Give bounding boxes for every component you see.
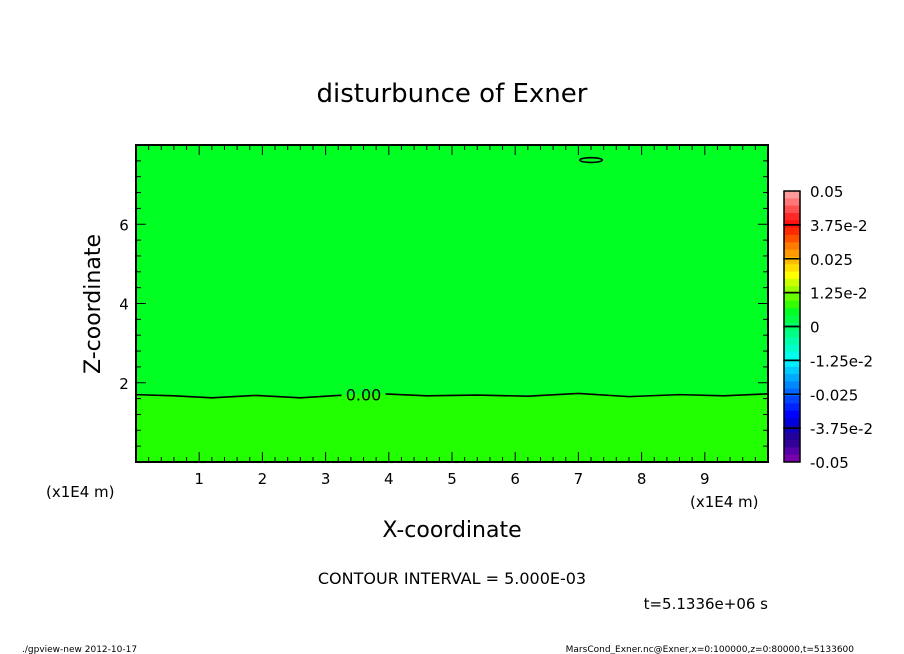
colorbar-band (784, 191, 800, 199)
colorbar: 0.05 3.75e-2 0.025 1.25e-2 0 -1.25e-2 -0.025 -3… (783, 183, 873, 472)
colorbar-box (783, 427, 801, 463)
colorbar-band (784, 374, 800, 382)
colorbar-band (784, 300, 800, 309)
colorbar-band (784, 198, 800, 207)
colorbar-band (784, 278, 800, 287)
colorbar-band (784, 352, 800, 360)
colorbar-band (784, 388, 800, 397)
colorbar-band (784, 256, 800, 265)
colorbar-label: -0.05 (810, 454, 849, 472)
colorbar-band (784, 344, 800, 353)
plot-fill (136, 145, 768, 462)
x-axis-unit: (x1E4 m) (690, 493, 759, 511)
y-axis-unit: (x1E4 m) (46, 483, 115, 501)
x-axis-label: X-coordinate (382, 518, 521, 543)
y-tick-label: 6 (119, 216, 129, 234)
contour-label: 0.00 (346, 386, 382, 405)
closed-contour (578, 156, 604, 164)
axis-ticks: 1 2 3 4 5 6 7 8 9 2 4 6 (119, 145, 769, 488)
footer-right: MarsCond_Exner.nc@Exner,x=0:100000,z=0:8… (566, 645, 855, 654)
x-tick-label: 8 (637, 470, 647, 488)
colorbar-label: 0 (810, 319, 820, 337)
colorbar-band (784, 227, 800, 236)
contour-interval: CONTOUR INTERVAL = 5.000E-03 (318, 569, 586, 588)
fill-region-below (136, 393, 768, 462)
colorbar-band (784, 308, 800, 317)
colorbar-band (784, 410, 800, 419)
colorbar-band (784, 447, 800, 456)
contour-lines: 0.00 (135, 156, 769, 405)
colorbar-band (784, 337, 800, 346)
colorbar-band (784, 293, 800, 302)
time-label: t=5.1336e+06 s (644, 595, 769, 613)
colorbar-band (784, 315, 800, 324)
x-tick-label: 4 (384, 470, 394, 488)
colorbar-band (784, 330, 800, 338)
x-tick-label: 6 (510, 470, 520, 488)
x-tick-label: 7 (574, 470, 584, 488)
colorbar-band (784, 359, 800, 368)
footer-left: ./gpview-new 2012-10-17 (22, 645, 137, 654)
y-axis-label: Z-coordinate (81, 234, 106, 374)
colorbar-band (784, 403, 800, 412)
colorbar-band (784, 249, 800, 258)
colorbar-band (784, 234, 800, 243)
colorbar-band (784, 418, 800, 426)
colorbar-band (784, 286, 800, 295)
colorbar-label: -1.25e-2 (810, 352, 873, 370)
colorbar-band (784, 432, 800, 441)
colorbar-label: 3.75e-2 (810, 217, 868, 235)
colorbar-band (784, 440, 800, 448)
colorbar-band (784, 366, 800, 375)
y-tick-label: 2 (119, 375, 129, 393)
colorbar-band (784, 271, 800, 280)
colorbar-label: -3.75e-2 (810, 420, 873, 438)
y-tick-label: 4 (119, 296, 129, 314)
x-tick-label: 1 (194, 470, 204, 488)
colorbar-label: 0.025 (810, 251, 853, 269)
colorbar-band (784, 212, 800, 221)
x-tick-label: 3 (321, 470, 331, 488)
contour-line-0 (135, 393, 342, 399)
x-tick-label: 9 (700, 470, 710, 488)
colorbar-band (784, 205, 800, 214)
colorbar-label: 1.25e-2 (810, 285, 868, 303)
colorbar-label: -0.025 (810, 386, 858, 404)
colorbar-band (784, 264, 800, 273)
contour-line-0 (385, 392, 769, 398)
x-tick-label: 5 (447, 470, 457, 488)
chart-title: disturbunce of Exner (317, 79, 588, 109)
x-tick-label: 2 (258, 470, 268, 488)
colorbar-label: 0.05 (810, 183, 843, 201)
colorbar-band (784, 381, 800, 390)
colorbar-band (784, 396, 800, 404)
colorbar-band (784, 425, 800, 434)
colorbar-band (784, 454, 800, 463)
colorbar-band (784, 242, 800, 251)
